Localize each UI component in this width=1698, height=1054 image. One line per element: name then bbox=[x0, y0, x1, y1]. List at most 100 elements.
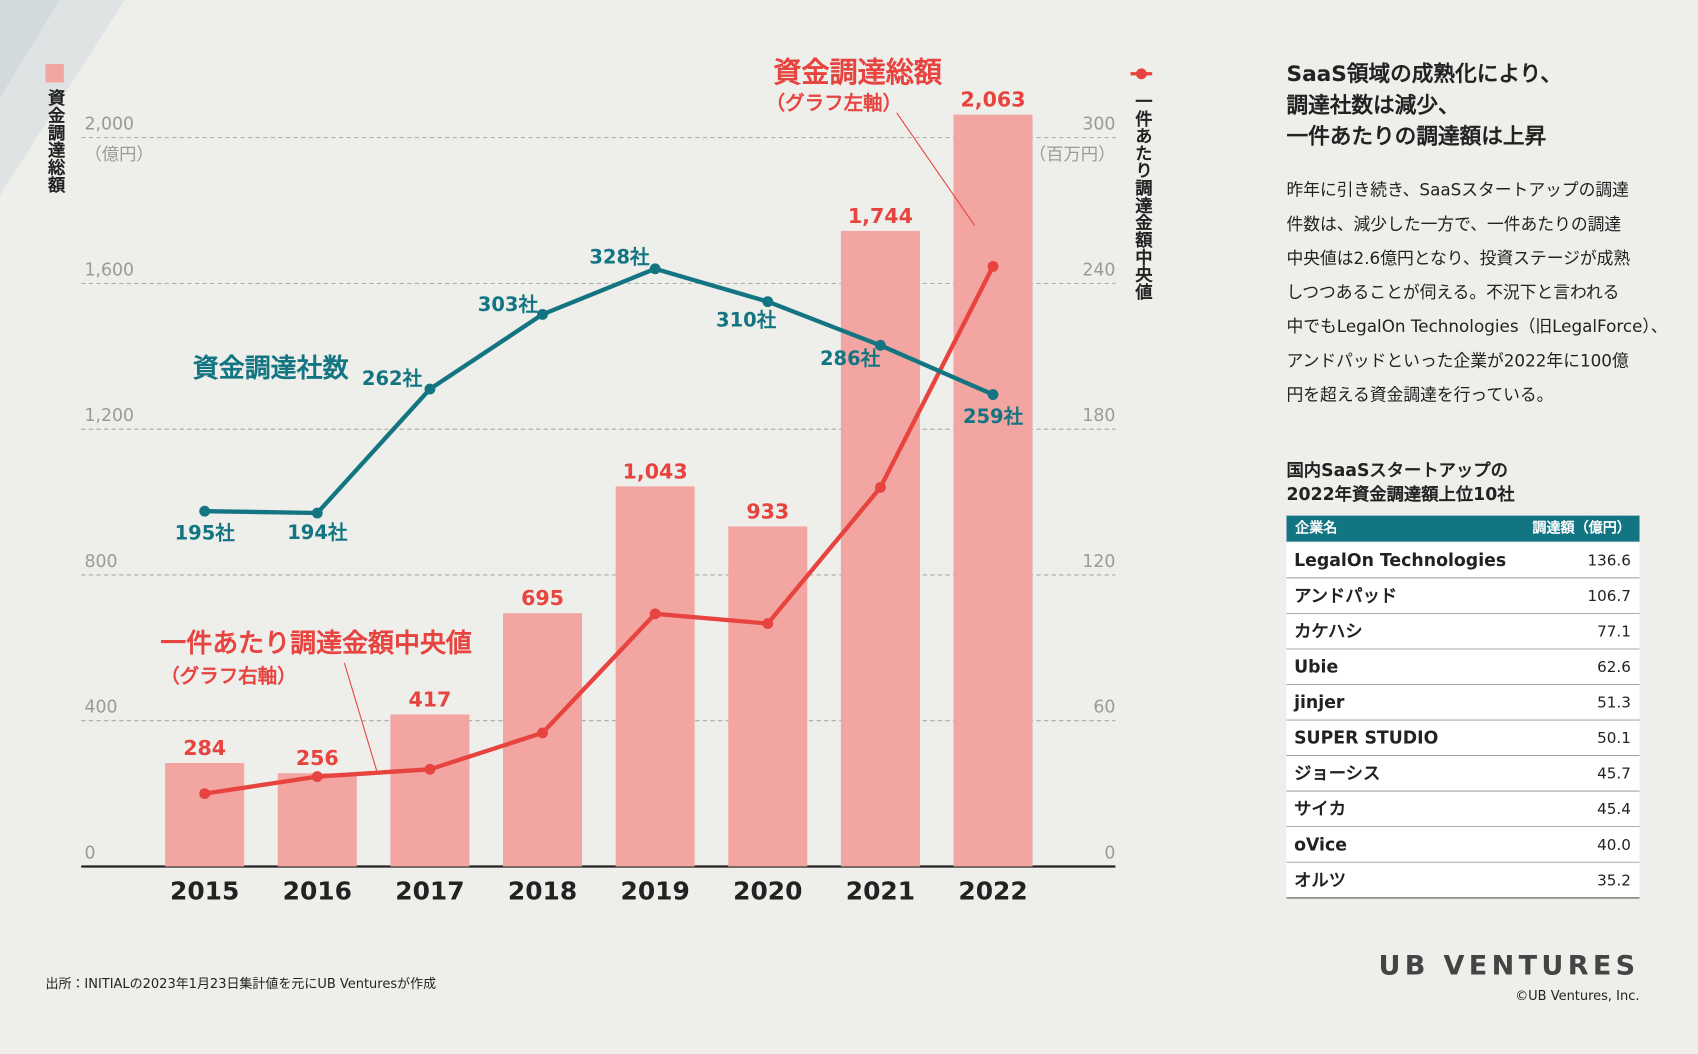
legend-swatch bbox=[1135, 68, 1147, 80]
copyright: ©UB Ventures, Inc. bbox=[1515, 989, 1639, 1004]
y2-axis-title: 一件あたり調達金額中央値 bbox=[1131, 92, 1153, 301]
x-tick-label: 2015 bbox=[170, 876, 239, 905]
legend-swatch bbox=[45, 64, 64, 83]
bar bbox=[390, 714, 470, 867]
amount: 45.7 bbox=[1597, 765, 1631, 783]
amount: 50.1 bbox=[1597, 729, 1631, 747]
heading: SaaS領域の成熟化により、 bbox=[1286, 61, 1562, 87]
x-tick-label: 2022 bbox=[958, 876, 1027, 905]
amount: 106.7 bbox=[1587, 587, 1630, 605]
point-label: 195社 bbox=[175, 521, 236, 544]
y2-tick-label: 180 bbox=[1082, 406, 1115, 426]
company-name: oVice bbox=[1294, 835, 1347, 855]
amount: 45.4 bbox=[1597, 800, 1631, 818]
table-row bbox=[1286, 755, 1640, 792]
table-title: 国内SaaSスタートアップの bbox=[1286, 460, 1507, 481]
y-tick-label: 800 bbox=[84, 552, 117, 572]
amount: 62.6 bbox=[1597, 658, 1631, 676]
x-tick-label: 2018 bbox=[508, 876, 577, 905]
body-text: しつつあることが伺える。不況下と言われる bbox=[1286, 282, 1619, 302]
bar-label: 1,043 bbox=[623, 459, 688, 483]
point bbox=[649, 263, 661, 275]
annotation-note: （グラフ右軸） bbox=[160, 664, 296, 687]
point bbox=[199, 505, 211, 517]
amount: 35.2 bbox=[1597, 871, 1631, 889]
y2-tick-label: 240 bbox=[1082, 260, 1115, 280]
amount: 40.0 bbox=[1597, 836, 1631, 854]
amount: 77.1 bbox=[1597, 623, 1631, 641]
company-name: SUPER STUDIO bbox=[1294, 729, 1438, 749]
table-row bbox=[1286, 542, 1640, 579]
x-tick-label: 2017 bbox=[395, 876, 464, 905]
y-tick-label: 2,000 bbox=[84, 115, 134, 135]
table-title: 2022年資金調達額上位10社 bbox=[1286, 484, 1515, 505]
bar-label: 695 bbox=[521, 586, 564, 610]
bar bbox=[728, 526, 808, 867]
x-tick-label: 2019 bbox=[621, 876, 690, 905]
table-header-bg bbox=[1286, 515, 1640, 542]
company-name: サイカ bbox=[1294, 800, 1346, 820]
body-text: 中でもLegalOn Technologies（旧LegalForce）、 bbox=[1286, 316, 1667, 336]
point bbox=[424, 383, 436, 395]
point-label: 303社 bbox=[478, 293, 539, 316]
company-name: ジョーシス bbox=[1294, 764, 1380, 784]
body-text: 昨年に引き続き、SaaSスタートアップの調達 bbox=[1286, 180, 1629, 200]
leader-line bbox=[896, 112, 976, 226]
table-row bbox=[1286, 613, 1640, 650]
point bbox=[649, 608, 661, 620]
point bbox=[537, 308, 548, 320]
company-name: jinjer bbox=[1293, 693, 1345, 713]
y-tick-label: 1,200 bbox=[84, 406, 134, 426]
x-tick-label: 2021 bbox=[846, 876, 915, 905]
point bbox=[874, 339, 886, 351]
table-row bbox=[1286, 578, 1640, 614]
company-name: アンドパッド bbox=[1294, 587, 1397, 607]
annotation: 資金調達社数 bbox=[193, 354, 349, 384]
point-label: 262社 bbox=[362, 367, 423, 390]
bar bbox=[615, 486, 695, 867]
bar bbox=[953, 114, 1033, 867]
y2-tick-label: 0 bbox=[1104, 843, 1115, 863]
point bbox=[311, 507, 323, 519]
company-name: オルツ bbox=[1294, 871, 1346, 891]
y-axis-title: 資金調達総額 bbox=[44, 89, 66, 194]
bar bbox=[277, 773, 357, 867]
point-label: 328社 bbox=[589, 245, 650, 268]
point bbox=[311, 771, 323, 783]
point bbox=[537, 727, 548, 739]
company-name: LegalOn Technologies bbox=[1294, 551, 1506, 571]
table-row bbox=[1286, 862, 1640, 898]
annotation: 資金調達総額 bbox=[773, 56, 943, 89]
table-row bbox=[1286, 684, 1640, 721]
line bbox=[204, 265, 995, 796]
point bbox=[424, 763, 436, 775]
heading: 調達社数は減少、 bbox=[1286, 92, 1459, 118]
point-label: 310社 bbox=[716, 309, 777, 332]
y-tick-label: 400 bbox=[84, 698, 117, 718]
logo: UB VENTURES bbox=[1379, 951, 1640, 982]
heading: 一件あたりの調達額は上昇 bbox=[1286, 124, 1546, 150]
table-row bbox=[1286, 791, 1640, 827]
bar-label: 1,744 bbox=[848, 204, 913, 228]
line bbox=[204, 266, 994, 516]
table-header: 企業名 bbox=[1295, 520, 1337, 537]
x-tick-label: 2016 bbox=[283, 876, 352, 905]
table-row bbox=[1286, 826, 1640, 863]
plot: 0 400 800 1,200 1,600 2,000 0 60 120 180 240 300 201… bbox=[81, 88, 1116, 905]
point-label: 286社 bbox=[820, 347, 881, 370]
y2-tick-label: 300 bbox=[1082, 115, 1115, 135]
amount: 51.3 bbox=[1597, 694, 1631, 712]
point-label: 194社 bbox=[287, 521, 348, 544]
y-tick-label: 0 bbox=[84, 843, 95, 863]
point bbox=[762, 618, 774, 629]
amount: 136.6 bbox=[1587, 552, 1630, 570]
body-text: 件数は、減少した一方で、一件あたりの調達 bbox=[1286, 214, 1621, 234]
bar-label: 2,063 bbox=[961, 88, 1026, 112]
annotation-note: （グラフ左軸） bbox=[766, 92, 902, 115]
company-name: カケハシ bbox=[1294, 622, 1363, 642]
bar-label: 417 bbox=[408, 687, 451, 711]
table-header: 調達額（億円） bbox=[1532, 520, 1630, 537]
body-text: アンドパッドといった企業が2022年に100億 bbox=[1286, 350, 1628, 370]
